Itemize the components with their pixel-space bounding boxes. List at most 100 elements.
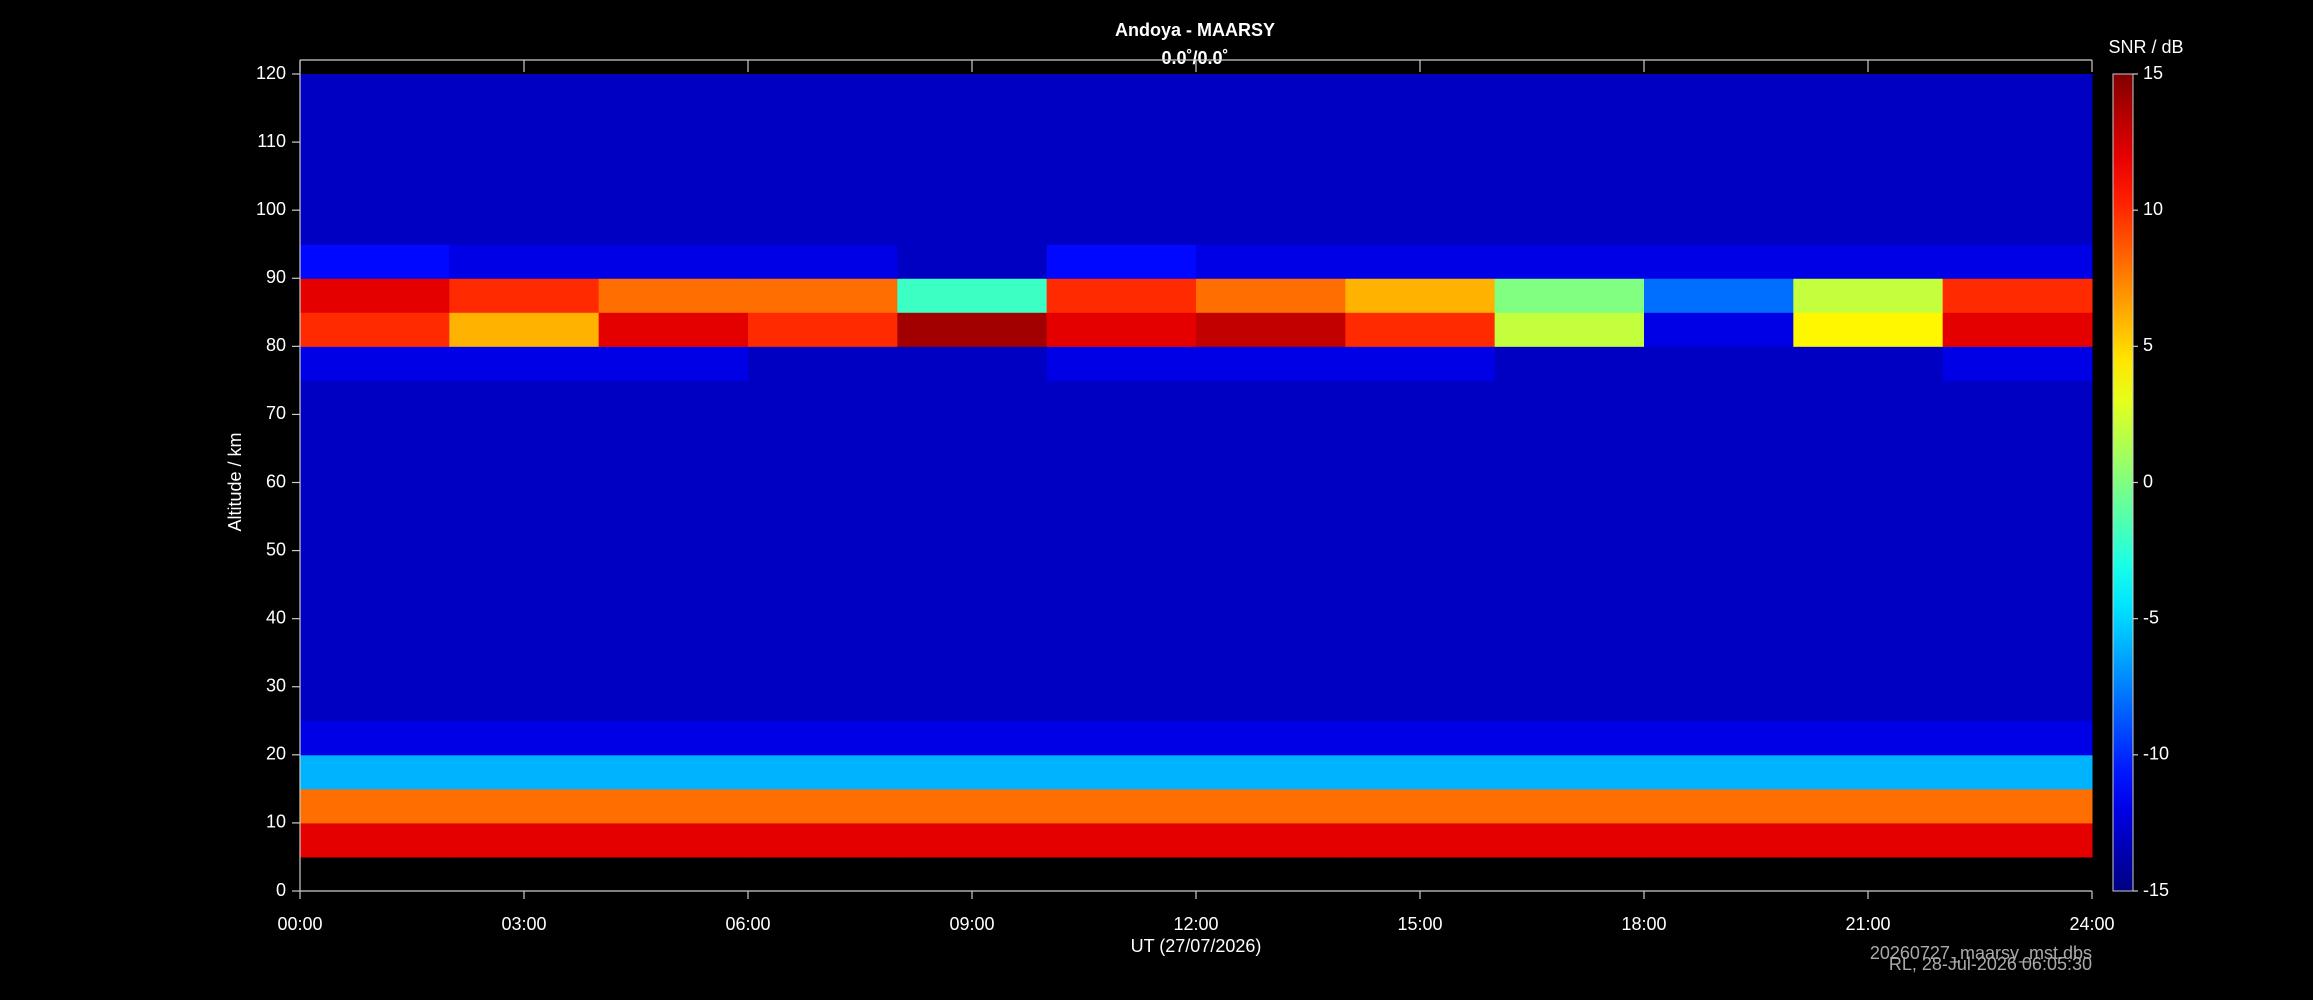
y-tick-label: 100 (256, 199, 286, 219)
heatmap-cell (300, 822, 450, 858)
heatmap-cell (897, 686, 1048, 722)
heatmap-cell (1196, 414, 1346, 449)
heatmap-cell (449, 584, 600, 620)
heatmap-cell (1046, 720, 1197, 756)
heatmap-cell (598, 346, 749, 381)
colorbar-tick-label: -10 (2143, 744, 2169, 764)
heatmap-cell (897, 244, 1048, 279)
heatmap-cell (897, 108, 1048, 143)
heatmap-cell (748, 754, 898, 790)
heatmap-cell (748, 652, 898, 688)
heatmap-cell (1942, 414, 2093, 449)
heatmap-cell (300, 516, 450, 552)
heatmap-cell (598, 686, 749, 722)
heatmap-cell (300, 346, 450, 381)
heatmap-cell (897, 788, 1048, 824)
heatmap-cell (1345, 686, 1496, 722)
heatmap-cell (1196, 244, 1346, 279)
heatmap-cell (598, 312, 749, 347)
heatmap-cell (748, 584, 898, 620)
y-tick-label: 10 (266, 812, 286, 832)
heatmap-cell (1345, 482, 1496, 518)
heatmap-cell (449, 754, 600, 790)
x-tick-label: 00:00 (277, 914, 322, 934)
heatmap-cell (598, 74, 749, 109)
heatmap-cell (1644, 482, 1794, 518)
heatmap-cell (1942, 482, 2093, 518)
x-tick-label: 09:00 (949, 914, 994, 934)
heatmap-cell (1942, 210, 2093, 245)
heatmap-cell (598, 176, 749, 211)
heatmap-cell (1046, 210, 1197, 245)
heatmap-cell (1345, 516, 1496, 552)
heatmap-cell (1494, 652, 1645, 688)
heatmap-cell (1196, 312, 1346, 347)
heatmap-cell (300, 448, 450, 483)
heatmap-cell (1046, 652, 1197, 688)
heatmap-cell (1942, 584, 2093, 620)
heatmap-cell (1046, 244, 1197, 279)
heatmap-cell (598, 142, 749, 177)
heatmap-cell (1942, 74, 2093, 109)
heatmap-cell (748, 312, 898, 347)
heatmap-cell (1345, 788, 1496, 824)
heatmap-cell (897, 550, 1048, 586)
heatmap-cell (1345, 584, 1496, 620)
heatmap-cell (598, 618, 749, 654)
heatmap-cell (1345, 380, 1496, 415)
heatmap-cell (1494, 108, 1645, 143)
heatmap-cell (300, 584, 450, 620)
heatmap-cell (1494, 584, 1645, 620)
heatmap-cell (1046, 414, 1197, 449)
heatmap-cell (1345, 448, 1496, 483)
heatmap-cell (1494, 312, 1645, 347)
heatmap-cell (1494, 414, 1645, 449)
heatmap-cell (1196, 652, 1346, 688)
heatmap-cell (1793, 516, 1944, 552)
heatmap-cell (300, 482, 450, 518)
heatmap-cell (1942, 312, 2093, 347)
heatmap-cell (1942, 550, 2093, 586)
heatmap-cell (598, 516, 749, 552)
heatmap-cell (748, 550, 898, 586)
heatmap-cell (1793, 686, 1944, 722)
heatmap-cell (1942, 788, 2093, 824)
heatmap-cell (897, 754, 1048, 790)
heatmap-cell (1494, 686, 1645, 722)
heatmap-cell (598, 754, 749, 790)
heatmap-cell (449, 278, 600, 313)
heatmap-cell (449, 414, 600, 449)
heatmap-cell (897, 210, 1048, 245)
heatmap-cell (300, 312, 450, 347)
heatmap-cell (598, 244, 749, 279)
colorbar-label: SNR / dB (2108, 37, 2183, 57)
heatmap-cell (1942, 380, 2093, 415)
heatmap-cell (748, 244, 898, 279)
heatmap-cell (1793, 278, 1944, 313)
heatmap-cell (1942, 652, 2093, 688)
heatmap-cell (1793, 142, 1944, 177)
heatmap-cell (1046, 448, 1197, 483)
heatmap-cell (1793, 312, 1944, 347)
chart-title: Andoya - MAARSY (1115, 20, 1275, 40)
heatmap-cell (1196, 346, 1346, 381)
heatmap-cell (1345, 346, 1496, 381)
heatmap-cell (1644, 74, 1794, 109)
y-tick-label: 120 (256, 63, 286, 83)
heatmap-cell (449, 244, 600, 279)
heatmap-cell (1644, 244, 1794, 279)
heatmap-cell (1345, 550, 1496, 586)
colorbar-tick-label: -5 (2143, 607, 2159, 627)
heatmap-cell (1046, 346, 1197, 381)
heatmap-cell (449, 652, 600, 688)
y-tick-label: 20 (266, 744, 286, 764)
heatmap-cell (1644, 278, 1794, 313)
y-tick-label: 90 (266, 267, 286, 287)
heatmap-cell (598, 380, 749, 415)
heatmap-cell (300, 380, 450, 415)
heatmap-cell (748, 142, 898, 177)
heatmap-cell (1644, 448, 1794, 483)
heatmap-cell (449, 720, 600, 756)
heatmap-cell (449, 550, 600, 586)
heatmap-cell (1046, 822, 1197, 858)
